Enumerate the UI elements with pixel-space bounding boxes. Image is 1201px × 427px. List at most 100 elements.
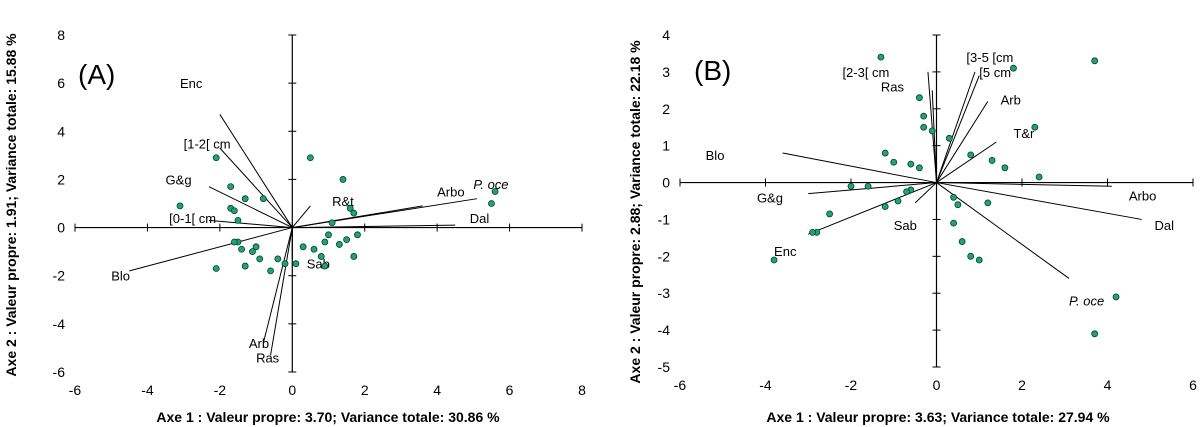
panel-b-x-tick-label: -2 (845, 377, 858, 393)
panel-b-vector-label: Blo (706, 148, 725, 163)
panel-b-data-point (907, 160, 915, 168)
panel-b-vector-line (808, 182, 937, 195)
panel-a-x-tick-label: 6 (506, 382, 514, 398)
panel-a-data-point (241, 195, 249, 203)
panel-a-data-point (241, 262, 249, 270)
panel-b-data-point (890, 158, 898, 166)
panel-b-vector-line (927, 71, 937, 183)
panel-b: (B) Axe 1 : Valeur propre: 3.63; Varianc… (627, 27, 1197, 425)
panel-a-x-axis-title: Axe 1 : Valeur propre: 3.70; Variance to… (156, 409, 500, 425)
panel-b-x-tick-label: 2 (1018, 377, 1026, 393)
panel-a-x-tick-label: 2 (361, 382, 369, 398)
panel-b-data-point (928, 127, 936, 135)
panel-a-y-tick-label: -4 (53, 316, 66, 332)
panel-b-vector-label: P. oce (1069, 294, 1104, 309)
panel-b-x-tick-label: -6 (674, 377, 687, 393)
panel-b-x-axis-title: Axe 1 : Valeur propre: 3.63; Variance to… (766, 409, 1110, 425)
panel-b-x-tick-label: 6 (1189, 377, 1197, 393)
panel-a-vector-line (219, 114, 293, 228)
panel-a-y-tick-label: 2 (57, 171, 65, 187)
panel-b-data-point (950, 193, 957, 201)
panel-a-data-point (259, 195, 267, 203)
panel-b-data-point (894, 197, 902, 205)
panel-b-vector-label: Ras (881, 80, 905, 95)
panel-a-y-axis-title: Axe 2 : Valeur propre: 1.91; Variance to… (3, 33, 19, 377)
panel-a-vector-label: Enc (180, 76, 203, 91)
panel-a-data-point (176, 202, 184, 210)
panel-a-data-point (306, 154, 314, 162)
panel-a-vector-line (262, 227, 293, 344)
panel-b-data-point (954, 201, 962, 209)
panel-b-data-point (809, 228, 816, 236)
panel-a-vector-line (291, 205, 311, 228)
panel-b-y-tick-label: -2 (658, 248, 671, 264)
panel-b-data-point (975, 256, 983, 264)
panel-b-data-point (881, 203, 889, 210)
panel-a-data-point (343, 236, 351, 244)
panel-a-vector-label: P. oce (473, 177, 508, 192)
panel-b-data-point (950, 219, 957, 227)
panel-b-data-point (826, 210, 834, 218)
panel-b-vector-line (931, 90, 937, 183)
panel-b-vector-line (936, 182, 1142, 220)
panel-a-y-tick-label: 0 (57, 220, 65, 236)
panel-a-data-point (328, 219, 336, 227)
panel-a-data-point (256, 255, 264, 263)
panel-b-data-point (920, 112, 928, 120)
panel-a-data-point (321, 238, 329, 246)
panel-a-x-tick-label: 4 (433, 382, 441, 398)
panel-a-data-point (212, 154, 220, 162)
panel-a-x-tick-label: -4 (141, 382, 154, 398)
panel-a-data-point (491, 188, 499, 195)
panel-a-vector-label: Ras (256, 351, 280, 366)
panel-b-data-point (903, 188, 910, 196)
panel-a-vector-label: Arb (249, 336, 269, 351)
panel-a-data-point (249, 248, 256, 256)
panel-b-vector-label: Arbo (1129, 188, 1156, 203)
panel-a-y-tick-label: -2 (53, 268, 66, 284)
panel-a-x-tick-label: -2 (214, 382, 227, 398)
panel-b-vector-line (914, 182, 937, 204)
panel-b-data-point (770, 256, 778, 264)
panel-a-x-tick-label: 0 (288, 382, 296, 398)
panel-b-vector-label: Dal (1155, 218, 1175, 233)
panel-b-data-point (1112, 293, 1120, 301)
panel-a-vector-line (208, 219, 293, 229)
panel-a-data-point (325, 231, 332, 239)
panel-a-data-point (230, 207, 238, 215)
panel-b-vector-label: Enc (774, 244, 797, 259)
panel-b-y-tick-label: 2 (662, 101, 670, 117)
panel-a-data-point (350, 253, 358, 260)
panel-a-vector-line (219, 147, 293, 228)
panel-b-vector-label: [5 cm (979, 65, 1011, 80)
panel-b-data-point (877, 53, 885, 61)
panel-b-vector-label: [2-3[ cm (842, 65, 889, 80)
panel-b-vector-line (936, 75, 980, 183)
panel-a-vector-line (292, 224, 456, 229)
panel-a-data-point (488, 200, 495, 207)
panel-b-label: (B) (694, 55, 731, 86)
panel-a-data-point (234, 216, 242, 224)
panel-a-vector-label: Dal (470, 211, 490, 226)
panel-a-data-point (321, 262, 329, 270)
panel-b-y-tick-label: 3 (662, 64, 670, 80)
panel-b-data-point (916, 94, 923, 102)
panel-b-vector-label: [3-5 [cm (966, 50, 1013, 65)
panel-b-data-point (988, 157, 996, 164)
panel-b-data-point (864, 182, 872, 190)
panel-b-vector-line (782, 152, 937, 184)
panel-b-vector-label: T&r (1013, 126, 1035, 141)
panel-b-data-point (984, 199, 992, 207)
panel-b-data-point (1001, 164, 1009, 172)
panel-a-y-tick-label: 4 (57, 123, 65, 139)
panel-a-data-point (317, 253, 325, 260)
panel-b-vector-line (808, 182, 937, 235)
panel-b-data-point (967, 151, 975, 159)
panel-a-data-point (227, 183, 235, 191)
panel-b-data-point (1010, 64, 1017, 72)
panel-b-data-point (881, 149, 889, 157)
panel-a-vector-label: Blo (111, 269, 130, 284)
panel-a-data-point (230, 238, 238, 246)
panel-b-x-tick-label: -4 (759, 377, 772, 393)
panel-b-x-tick-label: 4 (1104, 377, 1112, 393)
